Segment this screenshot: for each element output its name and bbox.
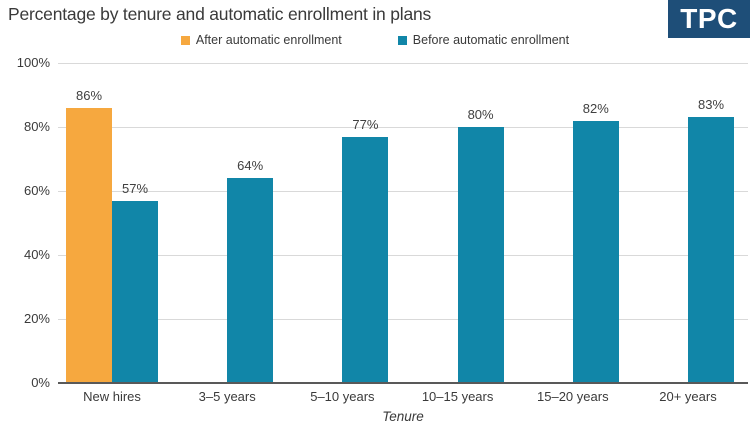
bar-before-0	[112, 200, 158, 383]
x-axis-line	[58, 382, 748, 384]
y-tick-label-60: 60%	[23, 183, 50, 198]
bar-after-0	[66, 107, 112, 383]
bar-before-1	[227, 178, 274, 383]
chart-title: Percentage by tenure and automatic enrol…	[8, 4, 432, 24]
y-tick-label-80: 80%	[23, 119, 50, 134]
bar-value-label-before-0: 57%	[121, 180, 149, 196]
bar-value-label-before-4: 82%	[582, 100, 609, 116]
x-axis-title: Tenure	[382, 409, 424, 424]
x-tick-label-2: 5–10 years	[310, 389, 375, 404]
bar-value-label-after-0: 86%	[75, 87, 103, 103]
legend-swatch-before-icon	[397, 35, 407, 45]
x-tick-label-0: New hires	[83, 389, 141, 404]
x-tick-label-4: 15–20 years	[537, 389, 609, 404]
y-tick-label-0: 0%	[31, 375, 50, 390]
y-tick-label-20: 20%	[23, 311, 50, 326]
bar-value-label-before-3: 80%	[467, 107, 494, 122]
x-tick-label-1: 3–5 years	[198, 389, 256, 404]
tpc-logo-text: TPC	[680, 3, 738, 34]
bar-value-label-before-2: 77%	[352, 116, 379, 132]
gridline-100	[58, 62, 748, 64]
legend-entry-after: After automatic enrollment	[180, 33, 342, 47]
bar-before-4	[572, 120, 619, 383]
bar-before-5	[688, 117, 734, 383]
tpc-logo: TPC	[668, 0, 750, 38]
bar-before-2	[342, 136, 389, 383]
x-tick-label-5: 20+ years	[659, 389, 717, 404]
legend-entry-before: Before automatic enrollment	[397, 33, 570, 47]
y-tick-label-40: 40%	[23, 247, 50, 262]
gridline-20	[58, 318, 748, 320]
bar-value-label-before-5: 83%	[697, 97, 725, 113]
bar-value-label-before-1: 64%	[237, 158, 264, 174]
gridline-80	[58, 126, 748, 128]
legend-swatch-after-icon	[180, 35, 190, 45]
chart-legend: After automatic enrollment Before automa…	[0, 33, 750, 47]
y-tick-label-100: 100%	[16, 55, 50, 70]
bar-before-3	[457, 127, 504, 383]
legend-label-before: Before automatic enrollment	[412, 33, 570, 47]
legend-label-after: After automatic enrollment	[195, 33, 342, 47]
gridline-40	[58, 254, 748, 256]
x-tick-label-3: 10–15 years	[421, 389, 494, 404]
gridline-60	[58, 190, 748, 192]
